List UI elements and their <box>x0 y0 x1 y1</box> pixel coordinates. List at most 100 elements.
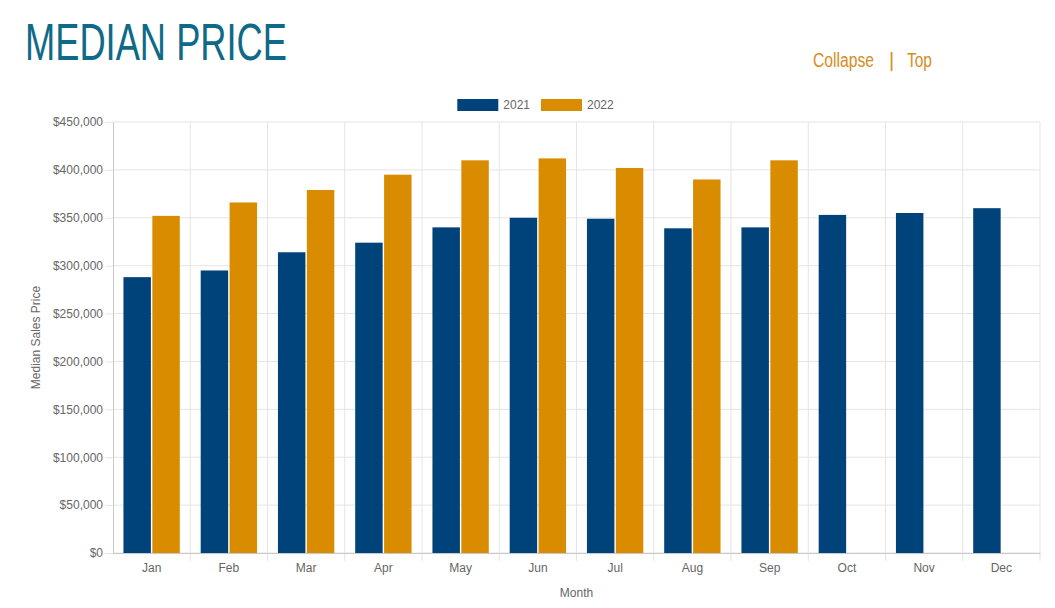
y-tick-label: $0 <box>90 546 104 560</box>
x-tick: Sep <box>759 553 781 575</box>
x-tick-label: Jan <box>142 561 161 575</box>
y-tick-label: $350,000 <box>53 211 103 225</box>
y-tick-label: $300,000 <box>53 259 103 273</box>
bar <box>973 208 1000 553</box>
y-tick-mark <box>105 122 113 123</box>
x-axis-line <box>114 553 1041 554</box>
x-grid-line <box>962 122 963 561</box>
x-tick: Aug <box>682 553 703 575</box>
legend: 2021 2022 <box>457 98 614 112</box>
y-tick-label: $150,000 <box>53 403 103 417</box>
bar <box>587 219 614 553</box>
bar <box>741 227 768 553</box>
x-tick-label: Jul <box>607 561 622 575</box>
bar <box>123 277 150 553</box>
x-tick-label: May <box>449 561 472 575</box>
x-tick-label: Oct <box>838 561 857 575</box>
y-tick-label: $450,000 <box>53 115 103 129</box>
y-tick: $200,000 <box>53 355 113 369</box>
y-tick: $250,000 <box>53 307 113 321</box>
bar <box>432 227 459 553</box>
legend-swatch <box>541 99 582 111</box>
x-tick: Mar <box>296 553 317 575</box>
link-separator: | <box>889 49 894 71</box>
x-tick: Apr <box>374 553 393 575</box>
x-grid-line <box>190 122 191 561</box>
y-tick-mark <box>105 314 113 315</box>
y-tick: $450,000 <box>53 115 113 129</box>
y-tick-mark <box>105 553 113 554</box>
y-tick-label: $400,000 <box>53 163 103 177</box>
bar <box>461 160 488 553</box>
x-tick-label: Sep <box>759 561 781 575</box>
y-tick-mark <box>105 409 113 410</box>
y-axis-title: Median Sales Price <box>29 285 43 389</box>
chart: MEDIAN PRICE Collapse | Top $0 $50,000 $100,00… <box>0 0 1055 608</box>
legend-swatch <box>457 99 498 111</box>
legend-item: 2022 <box>541 98 614 112</box>
y-tick-mark <box>105 218 113 219</box>
link[interactable]: Collapse <box>813 49 874 71</box>
x-tick-label: Jun <box>528 561 547 575</box>
y-tick-label: $100,000 <box>53 451 103 465</box>
x-tick: Jan <box>142 553 161 575</box>
x-grid-line <box>1040 122 1041 561</box>
bar <box>770 160 797 553</box>
bar <box>307 190 334 553</box>
x-grid-line <box>422 122 423 561</box>
x-tick: Oct <box>838 553 857 575</box>
y-tick-label: $250,000 <box>53 307 103 321</box>
y-tick-mark <box>105 457 113 458</box>
x-tick: May <box>449 553 472 575</box>
bars <box>123 158 1000 553</box>
bar <box>664 228 691 553</box>
x-grid-line <box>576 122 577 561</box>
y-tick: $300,000 <box>53 259 113 273</box>
y-axis: $0 $50,000 $100,000 $150,000 $200,000 $250,00… <box>53 115 114 560</box>
y-tick-mark <box>105 361 113 362</box>
bar <box>510 218 537 553</box>
x-grid-line <box>885 122 886 561</box>
x-tick-label: Dec <box>991 561 1012 575</box>
y-tick: $400,000 <box>53 163 113 177</box>
y-tick: $0 <box>90 546 113 560</box>
y-tick-mark <box>105 266 113 267</box>
x-grid-line <box>653 122 654 561</box>
x-tick-label: Nov <box>913 561 934 575</box>
bar <box>355 243 382 553</box>
y-tick: $50,000 <box>60 498 113 512</box>
legend-label: 2021 <box>503 98 530 112</box>
bar <box>201 270 228 553</box>
link[interactable]: Top <box>907 49 932 71</box>
series <box>152 158 797 553</box>
x-tick: Jul <box>607 553 622 575</box>
x-tick-label: Aug <box>682 561 703 575</box>
x-tick: Dec <box>991 553 1012 575</box>
x-axis: Jan Feb Mar Apr May Jun Jul Aug Sep Oct Nov Dec <box>114 553 1041 575</box>
legend-item: 2021 <box>457 98 530 112</box>
x-grid-line <box>808 122 809 561</box>
x-grid-line <box>267 122 268 561</box>
bar <box>693 179 720 553</box>
x-tick-label: Apr <box>374 561 393 575</box>
bar <box>384 175 411 553</box>
y-axis-line <box>113 123 114 554</box>
bar <box>278 252 305 553</box>
y-tick-mark <box>105 505 113 506</box>
x-tick-label: Feb <box>219 561 240 575</box>
bar <box>152 216 179 553</box>
x-grid-line <box>499 122 500 561</box>
x-grid-line <box>731 122 732 561</box>
grid <box>113 122 1040 561</box>
y-tick-mark <box>105 170 113 171</box>
legend-label: 2022 <box>587 98 614 112</box>
title: MEDIAN PRICE <box>25 13 287 71</box>
bar <box>819 215 846 553</box>
y-tick-label: $50,000 <box>60 498 104 512</box>
x-axis-title: Month <box>560 586 593 600</box>
x-tick: Feb <box>219 553 240 575</box>
y-tick: $150,000 <box>53 403 113 417</box>
y-tick-label: $200,000 <box>53 355 103 369</box>
bar <box>616 168 643 553</box>
bar <box>539 158 566 553</box>
